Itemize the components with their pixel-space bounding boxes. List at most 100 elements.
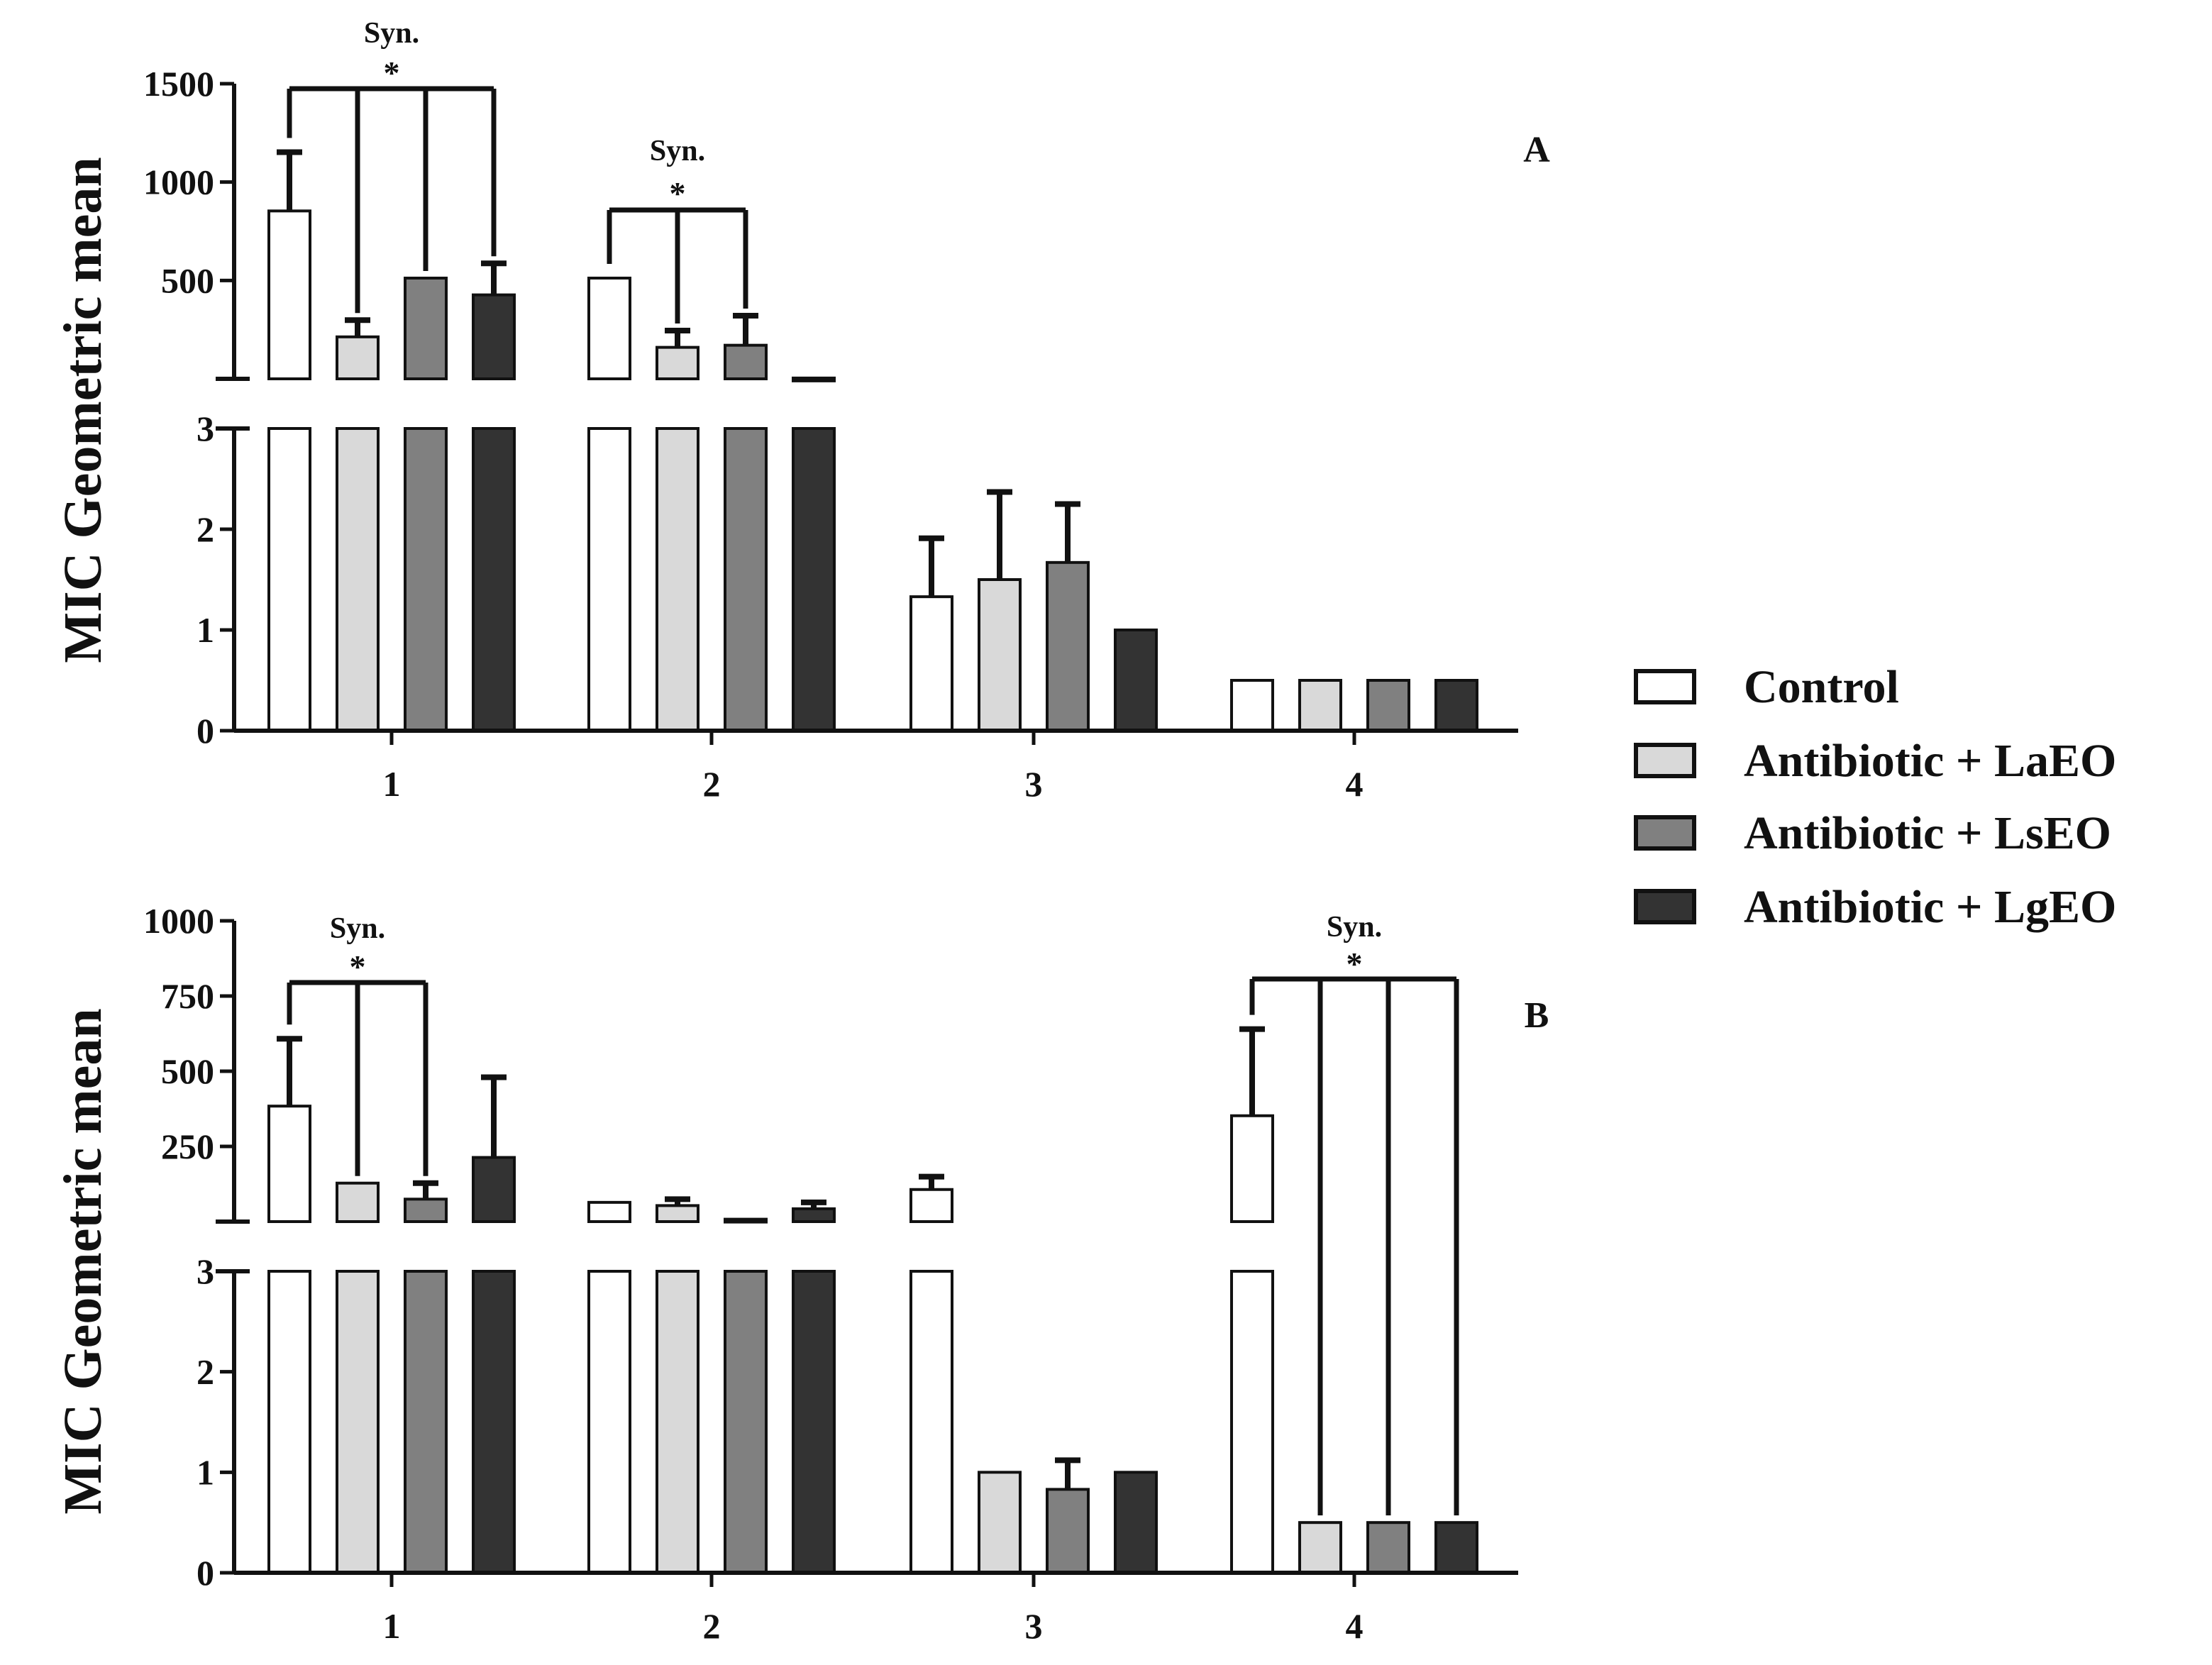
bar — [267, 209, 311, 380]
y-tick-label: 500 — [161, 260, 214, 300]
synergy-label: Syn. — [1327, 911, 1382, 944]
y-tick-label: 250 — [161, 1127, 214, 1166]
bar — [1298, 679, 1342, 732]
significance-star: * — [350, 948, 366, 985]
legend-label: Control — [1744, 661, 1899, 713]
x-tick-label: 1 — [383, 764, 401, 804]
x-tick-label: 3 — [1025, 764, 1043, 804]
x-tick-label: 4 — [1346, 764, 1364, 804]
y-tick-label: 0 — [197, 1553, 214, 1593]
synergy-label: Syn. — [364, 17, 419, 50]
bar — [404, 277, 448, 380]
y-tick-label: 0 — [197, 711, 214, 751]
y-tick-label: 1 — [197, 610, 214, 650]
bar — [656, 1204, 699, 1223]
bar — [792, 376, 836, 382]
bar — [472, 1270, 516, 1574]
series-4 — [472, 1074, 1478, 1575]
bar — [792, 1207, 836, 1223]
legend-label: Antibiotic + LsEO — [1744, 807, 2111, 859]
significance-star: * — [1346, 946, 1363, 982]
bar — [909, 1270, 953, 1574]
significance-star: * — [384, 55, 400, 91]
y-tick-label: 1500 — [143, 64, 214, 104]
y-tick-label: 2 — [197, 509, 214, 549]
legend-swatch — [1634, 669, 1696, 704]
bar — [1114, 1471, 1158, 1574]
synergy-bracket — [1249, 976, 1459, 1516]
bar — [1434, 1521, 1478, 1575]
y-tick-label: 1000 — [143, 162, 214, 202]
bar — [267, 1270, 311, 1574]
legend-label: Antibiotic + LaEO — [1744, 735, 2116, 787]
bar — [1114, 629, 1158, 732]
synergy-label: Syn. — [330, 912, 385, 945]
legend: Control Antibiotic + LaEO Antibiotic + LsE… — [1634, 661, 2116, 933]
y-tick-label: 2 — [197, 1352, 214, 1392]
legend-swatch — [1634, 815, 1696, 851]
bar — [1230, 679, 1274, 732]
bar — [587, 1270, 631, 1574]
y-tick-label: 1000 — [143, 901, 214, 941]
y-tick-label: 500 — [161, 1051, 214, 1091]
bar — [404, 1197, 448, 1223]
legend-swatch — [1634, 743, 1696, 778]
bar — [978, 1471, 1022, 1574]
y-tick-label: 1 — [197, 1452, 214, 1492]
bar — [267, 1105, 311, 1223]
bar — [1046, 1488, 1090, 1575]
legend-swatch — [1634, 889, 1696, 924]
bar — [587, 427, 631, 732]
series-1 — [267, 1026, 1274, 1574]
bar — [909, 595, 953, 733]
bar — [1230, 1114, 1274, 1223]
y-tick-label: 750 — [161, 976, 214, 1016]
bar — [792, 427, 836, 732]
y-tick-label: 3 — [197, 409, 214, 448]
synergy-bracket — [287, 980, 428, 1176]
bar — [472, 293, 516, 380]
series-1 — [267, 149, 1274, 733]
synergy-bracket — [607, 207, 748, 323]
y-axis-label: MIC Geometric mean — [53, 1008, 113, 1514]
bar — [656, 427, 699, 732]
x-tick-label: 3 — [1025, 1606, 1043, 1646]
series-3 — [404, 277, 1410, 732]
bar — [792, 1270, 836, 1574]
bar — [336, 1181, 380, 1224]
y-axis-label: MIC Geometric mean — [53, 157, 113, 663]
bar — [1230, 1270, 1274, 1574]
bar — [1366, 679, 1410, 732]
bar — [336, 1270, 380, 1574]
bar — [336, 427, 380, 732]
bar — [472, 1156, 516, 1223]
bar — [472, 427, 516, 732]
bar — [336, 335, 380, 380]
bar — [404, 427, 448, 732]
bar — [724, 343, 768, 381]
legend-label: Antibiotic + LgEO — [1744, 881, 2116, 933]
bar — [978, 578, 1022, 732]
bar — [1434, 679, 1478, 732]
x-tick-label: 4 — [1346, 1606, 1364, 1646]
synergy-label: Syn. — [650, 135, 705, 167]
synergy-bracket — [287, 86, 497, 314]
x-tick-label: 2 — [703, 764, 721, 804]
x-tick-label: 2 — [703, 1606, 721, 1646]
bar — [1298, 1521, 1342, 1575]
series-2 — [336, 1181, 1342, 1575]
bar — [404, 1270, 448, 1574]
bar — [724, 1270, 768, 1574]
bar — [656, 345, 699, 381]
bar — [656, 1270, 699, 1574]
bar — [724, 427, 768, 732]
bar — [1046, 560, 1090, 732]
bar — [587, 277, 631, 380]
bar — [724, 1217, 768, 1224]
bar — [587, 1200, 631, 1224]
series-3 — [404, 1180, 1410, 1575]
bar — [267, 427, 311, 732]
x-tick-label: 1 — [383, 1606, 401, 1646]
panel-label: B — [1525, 995, 1549, 1036]
